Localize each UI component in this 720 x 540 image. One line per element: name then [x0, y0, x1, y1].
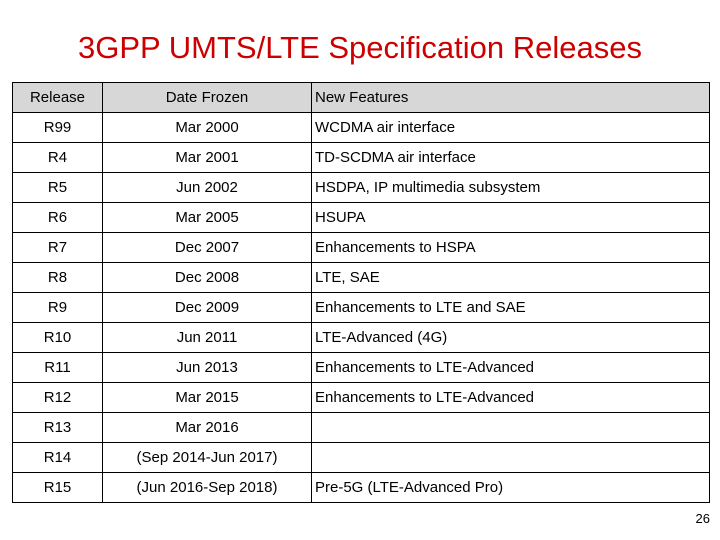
date-cell: Mar 2000 [102, 112, 312, 143]
date-cell: Jun 2002 [102, 172, 312, 203]
date-cell: (Jun 2016-Sep 2018) [102, 472, 312, 503]
date-cell: Jun 2013 [102, 352, 312, 383]
features-cell: LTE-Advanced (4G) [311, 322, 710, 353]
release-cell: R8 [12, 262, 103, 293]
date-cell: Mar 2001 [102, 142, 312, 173]
date-cell: Dec 2007 [102, 232, 312, 263]
table-row: R11 Jun 2013 Enhancements to LTE-Advance… [12, 352, 710, 383]
date-cell: (Sep 2014-Jun 2017) [102, 442, 312, 473]
release-cell: R12 [12, 382, 103, 413]
release-cell: R7 [12, 232, 103, 263]
date-cell: Mar 2015 [102, 382, 312, 413]
features-cell [311, 412, 710, 443]
release-cell: R99 [12, 112, 103, 143]
features-cell: Pre-5G (LTE-Advanced Pro) [311, 472, 710, 503]
table-row: R14 (Sep 2014-Jun 2017) [12, 442, 710, 473]
table-row: R7 Dec 2007 Enhancements to HSPA [12, 232, 710, 263]
features-cell: Enhancements to HSPA [311, 232, 710, 263]
table-row: R12 Mar 2015 Enhancements to LTE-Advance… [12, 382, 710, 413]
table-row: R8 Dec 2008 LTE, SAE [12, 262, 710, 293]
features-cell: Enhancements to LTE and SAE [311, 292, 710, 323]
release-cell: R6 [12, 202, 103, 233]
header-release: Release [12, 82, 103, 113]
release-cell: R9 [12, 292, 103, 323]
release-cell: R10 [12, 322, 103, 353]
slide-title: 3GPP UMTS/LTE Specification Releases [78, 30, 642, 65]
features-cell: LTE, SAE [311, 262, 710, 293]
table-row: R5 Jun 2002 HSDPA, IP multimedia subsyst… [12, 172, 710, 203]
date-cell: Mar 2016 [102, 412, 312, 443]
release-cell: R11 [12, 352, 103, 383]
features-cell: Enhancements to LTE-Advanced [311, 352, 710, 383]
table-row: R10 Jun 2011 LTE-Advanced (4G) [12, 322, 710, 353]
date-cell: Dec 2008 [102, 262, 312, 293]
table-header-row: Release Date Frozen New Features [12, 82, 710, 113]
table-row: R4 Mar 2001 TD-SCDMA air interface [12, 142, 710, 173]
features-cell: Enhancements to LTE-Advanced [311, 382, 710, 413]
releases-table: Release Date Frozen New Features R99 Mar… [12, 82, 710, 503]
table-row: R15 (Jun 2016-Sep 2018) Pre-5G (LTE-Adva… [12, 472, 710, 503]
features-cell: WCDMA air interface [311, 112, 710, 143]
header-new-features: New Features [311, 82, 710, 113]
date-cell: Dec 2009 [102, 292, 312, 323]
date-cell: Jun 2011 [102, 322, 312, 353]
page-number: 26 [695, 511, 710, 526]
release-cell: R5 [12, 172, 103, 203]
release-cell: R13 [12, 412, 103, 443]
release-cell: R14 [12, 442, 103, 473]
release-cell: R4 [12, 142, 103, 173]
features-cell: TD-SCDMA air interface [311, 142, 710, 173]
table-row: R9 Dec 2009 Enhancements to LTE and SAE [12, 292, 710, 323]
features-cell: HSUPA [311, 202, 710, 233]
release-cell: R15 [12, 472, 103, 503]
date-cell: Mar 2005 [102, 202, 312, 233]
features-cell: HSDPA, IP multimedia subsystem [311, 172, 710, 203]
table-row: R13 Mar 2016 [12, 412, 710, 443]
features-cell [311, 442, 710, 473]
header-date-frozen: Date Frozen [102, 82, 312, 113]
table-row: R6 Mar 2005 HSUPA [12, 202, 710, 233]
table-row: R99 Mar 2000 WCDMA air interface [12, 112, 710, 143]
